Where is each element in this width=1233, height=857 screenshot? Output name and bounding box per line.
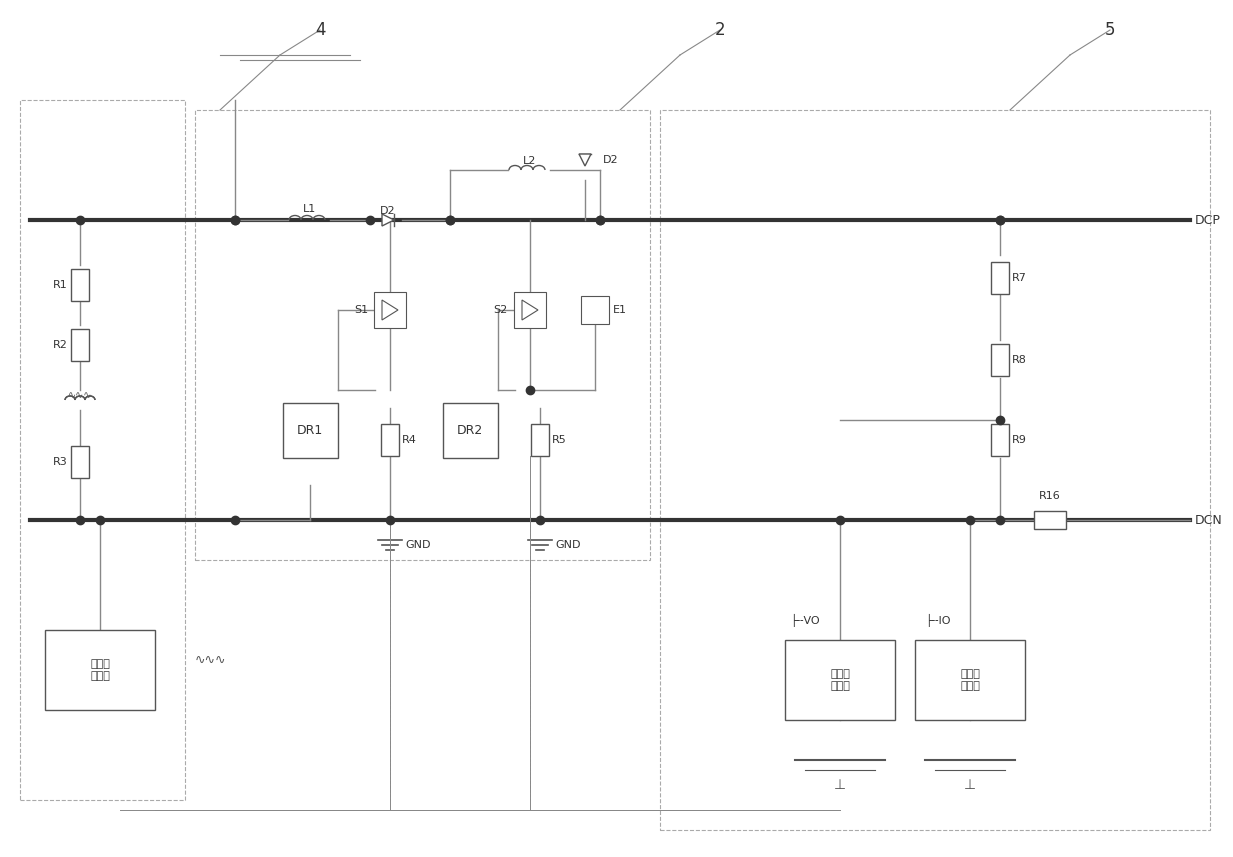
Text: GND: GND xyxy=(555,540,581,550)
Text: D2: D2 xyxy=(380,206,396,216)
Bar xyxy=(72,269,89,301)
Text: ⊥: ⊥ xyxy=(834,778,846,792)
Bar xyxy=(514,292,546,328)
Bar xyxy=(785,640,895,720)
Text: ├╌IO: ├╌IO xyxy=(925,614,951,626)
Text: 滤波放
大电路: 滤波放 大电路 xyxy=(830,669,850,691)
Bar xyxy=(282,403,338,458)
Text: R1: R1 xyxy=(53,280,68,290)
Bar xyxy=(195,110,650,560)
Text: ⊥: ⊥ xyxy=(964,778,977,792)
Polygon shape xyxy=(382,300,398,320)
Bar xyxy=(915,640,1025,720)
Text: S1: S1 xyxy=(354,305,367,315)
Text: D2: D2 xyxy=(603,155,619,165)
Text: GND: GND xyxy=(404,540,430,550)
Bar xyxy=(374,292,406,328)
Text: R9: R9 xyxy=(1012,435,1027,445)
Bar xyxy=(72,446,89,478)
Text: 滤波放
大电路: 滤波放 大电路 xyxy=(961,669,980,691)
Text: DR1: DR1 xyxy=(297,423,323,436)
Text: DCN: DCN xyxy=(1195,513,1223,526)
Text: DR2: DR2 xyxy=(457,423,483,436)
Text: L2: L2 xyxy=(523,156,536,166)
Text: E1: E1 xyxy=(613,305,628,315)
Text: 5: 5 xyxy=(1105,21,1116,39)
Bar xyxy=(991,344,1009,376)
Text: R3: R3 xyxy=(53,457,68,467)
Polygon shape xyxy=(522,300,538,320)
Text: S2: S2 xyxy=(493,305,508,315)
Bar xyxy=(72,329,89,361)
Text: 4: 4 xyxy=(314,21,326,39)
Bar xyxy=(531,424,549,456)
Text: ∿∿∿: ∿∿∿ xyxy=(68,390,92,400)
Text: R4: R4 xyxy=(402,435,417,445)
Text: 滤波放
大电路: 滤波放 大电路 xyxy=(90,659,110,680)
Text: 2: 2 xyxy=(715,21,725,39)
Bar xyxy=(20,100,185,800)
Text: L1: L1 xyxy=(303,204,317,214)
Text: R16: R16 xyxy=(1039,491,1060,501)
Polygon shape xyxy=(580,154,591,166)
Bar xyxy=(44,630,155,710)
Text: R7: R7 xyxy=(1012,273,1027,283)
Polygon shape xyxy=(382,214,395,226)
Bar xyxy=(991,262,1009,294)
Text: DCP: DCP xyxy=(1195,213,1221,226)
Bar xyxy=(991,424,1009,456)
Bar xyxy=(443,403,497,458)
Bar xyxy=(381,424,399,456)
Text: R5: R5 xyxy=(552,435,567,445)
Bar xyxy=(1034,511,1067,529)
Bar xyxy=(660,110,1210,830)
Text: R2: R2 xyxy=(53,340,68,350)
Text: ├╌VO: ├╌VO xyxy=(790,614,820,626)
Text: ∿∿∿: ∿∿∿ xyxy=(195,654,226,667)
Bar xyxy=(581,296,609,324)
Text: R8: R8 xyxy=(1012,355,1027,365)
